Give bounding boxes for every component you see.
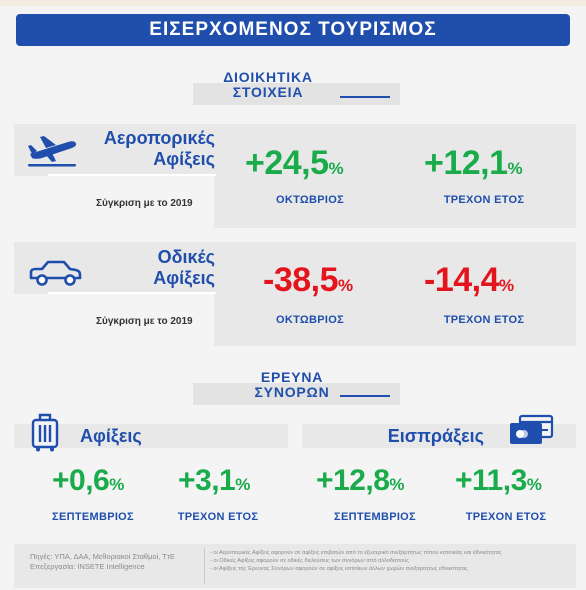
- air-arrivals-left-cutout: [14, 176, 214, 228]
- admin-heading-underline: [340, 96, 390, 98]
- survey-receipts-ytd-value: +11,3%: [455, 464, 542, 497]
- page-title: ΕΙΣΕΡΧΟΜΕΝΟΣ ΤΟΥΡΙΣΜΟΣ: [16, 14, 570, 46]
- survey-receipts-month-label: ΣΕΠΤΕΜΒΡΙΟΣ: [334, 511, 416, 523]
- road-month-label: ΟΚΤΩΒΡΙΟΣ: [275, 314, 345, 326]
- top-strip: [0, 0, 586, 6]
- road-ytd-label: ΤΡΕΧΟΝ ΕΤΟΣ: [443, 314, 525, 326]
- air-month-label: ΟΚΤΩΒΡΙΟΣ: [275, 194, 345, 206]
- survey-arrivals-header-bar: [14, 424, 288, 448]
- air-ytd-value: +12,1%: [424, 144, 523, 182]
- air-compare-note: Σύγκριση με το 2019: [96, 198, 193, 209]
- credit-card-icon: [510, 414, 554, 444]
- airplane-icon: [28, 136, 77, 167]
- survey-heading-underline: [340, 395, 390, 397]
- road-arrivals-label: Οδικές Αφίξεις: [153, 247, 215, 288]
- footer-bg: [14, 544, 576, 588]
- footer-divider: [204, 548, 205, 584]
- road-month-value: -38,5%: [263, 261, 353, 299]
- admin-heading-bg: [193, 83, 400, 105]
- survey-arrivals-month-value: +0,6%: [52, 464, 124, 497]
- road-arrivals-divider: [48, 292, 216, 294]
- survey-arrivals-ytd-label: ΤΡΕΧΟΝ ΕΤΟΣ: [177, 511, 259, 523]
- car-icon: [29, 260, 82, 286]
- road-arrivals-left-cutout: [14, 294, 214, 346]
- survey-heading-bg: [193, 383, 400, 405]
- survey-receipts-month-value: +12,8%: [316, 464, 405, 497]
- footer-sources: Πηγές: ΥΠΑ, ΔΑΑ, Μεθοριακοί Σταθμοί, ΤτΕ…: [30, 552, 175, 571]
- survey-arrivals-month-label: ΣΕΠΤΕΜΒΡΙΟΣ: [52, 511, 134, 523]
- survey-arrivals-label: Αφίξεις: [80, 426, 142, 446]
- footer-notes: - οι Αεροπορικές Αφίξεις αφορούν σε αφίξ…: [210, 550, 502, 572]
- road-ytd-value: -14,4%: [424, 261, 514, 299]
- admin-heading: ΔΙΟΙΚΗΤΙΚΑ ΣΤΟΙΧΕΙΑ: [223, 69, 313, 100]
- air-arrivals-divider: [48, 174, 216, 176]
- survey-heading: ΕΡΕΥΝΑ ΣΥΝΟΡΩΝ: [254, 369, 330, 400]
- survey-arrivals-ytd-value: +3,1%: [178, 464, 250, 497]
- road-compare-note: Σύγκριση με το 2019: [96, 316, 193, 327]
- air-arrivals-label: Αεροπορικές Αφίξεις: [103, 128, 215, 169]
- survey-receipts-ytd-label: ΤΡΕΧΟΝ ΕΤΟΣ: [465, 511, 547, 523]
- air-ytd-label: ΤΡΕΧΟΝ ΕΤΟΣ: [443, 194, 525, 206]
- survey-receipts-label: Εισπράξεις: [387, 426, 484, 446]
- air-month-value: +24,5%: [245, 144, 344, 182]
- suitcase-icon: [31, 413, 59, 452]
